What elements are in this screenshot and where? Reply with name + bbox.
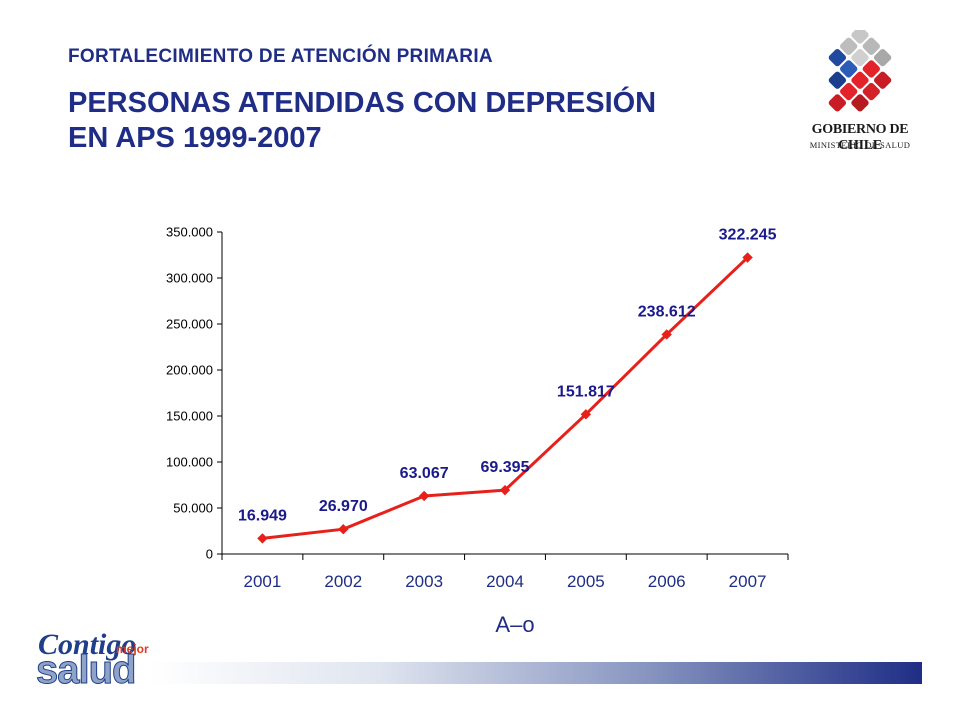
x-tick-label: 2007 — [729, 572, 767, 591]
series-line — [257, 252, 753, 544]
data-label: 151.817 — [557, 383, 615, 400]
x-axis-label: A–o — [495, 612, 534, 637]
logo-diamonds-icon — [828, 26, 892, 112]
x-axis: 2001 2002 2003 2004 2005 2006 2007 — [221, 553, 789, 591]
contigo-mejor-salud-logo: Contigo mejor salud — [34, 628, 164, 693]
logo-text-ministerio: MINISTERIO DE SALUD — [809, 140, 911, 150]
y-tick-label: 300.000 — [166, 271, 213, 286]
x-tick-label: 2002 — [324, 572, 362, 591]
page-title-line-1: PERSONAS ATENDIDAS CON DEPRESIÓN — [68, 87, 657, 119]
data-label: 26.970 — [319, 498, 368, 515]
page-title: PERSONAS ATENDIDAS CON DEPRESIÓN EN APS … — [68, 86, 768, 156]
data-point — [257, 533, 268, 544]
y-tick-label: 50.000 — [173, 501, 213, 516]
x-tick-label: 2006 — [648, 572, 686, 591]
y-tick-label: 0 — [206, 547, 213, 562]
x-tick-label: 2003 — [405, 572, 443, 591]
x-tick-label: 2005 — [567, 572, 605, 591]
data-point — [418, 490, 430, 502]
data-label: 322.245 — [719, 227, 777, 244]
page-title-line-2: EN APS 1999-2007 — [68, 122, 322, 154]
brand-contigo: Contigo — [38, 628, 137, 661]
y-tick-label: 100.000 — [166, 455, 213, 470]
data-point — [499, 484, 511, 496]
y-axis: 0 50.000 100.000 150.000 200.000 250.000 300.0… — [166, 225, 223, 562]
data-label: 63.067 — [400, 465, 449, 482]
data-point — [661, 329, 672, 340]
x-tick-label: 2004 — [486, 572, 524, 591]
data-point — [338, 523, 349, 535]
x-tick-label: 2001 — [244, 572, 282, 591]
gobierno-de-chile-logo: GOBIERNO DE CHILE MINISTERIO DE SALUD — [790, 26, 930, 160]
data-label: 69.395 — [481, 459, 530, 476]
data-point — [580, 409, 592, 420]
page-subtitle: FORTALECIMIENTO DE ATENCIÓN PRIMARIA — [68, 46, 493, 67]
y-tick-label: 150.000 — [166, 409, 213, 424]
data-label: 16.949 — [238, 507, 287, 524]
brand-salud: salud — [35, 648, 136, 693]
data-label: 238.612 — [638, 303, 696, 320]
logo-text-gobierno: GOBIERNO DE CHILE — [811, 122, 909, 153]
data-point — [742, 252, 753, 263]
data-labels: 16.949 26.970 63.067 69.395 151.817 238.612 32… — [238, 227, 777, 525]
y-tick-label: 250.000 — [166, 317, 213, 332]
series-polyline — [262, 256, 749, 540]
y-tick-label: 200.000 — [166, 363, 213, 378]
y-tick-label: 350.000 — [166, 225, 213, 240]
brand-mejor: mejor — [116, 642, 149, 656]
footer-gradient-bar — [150, 662, 922, 684]
